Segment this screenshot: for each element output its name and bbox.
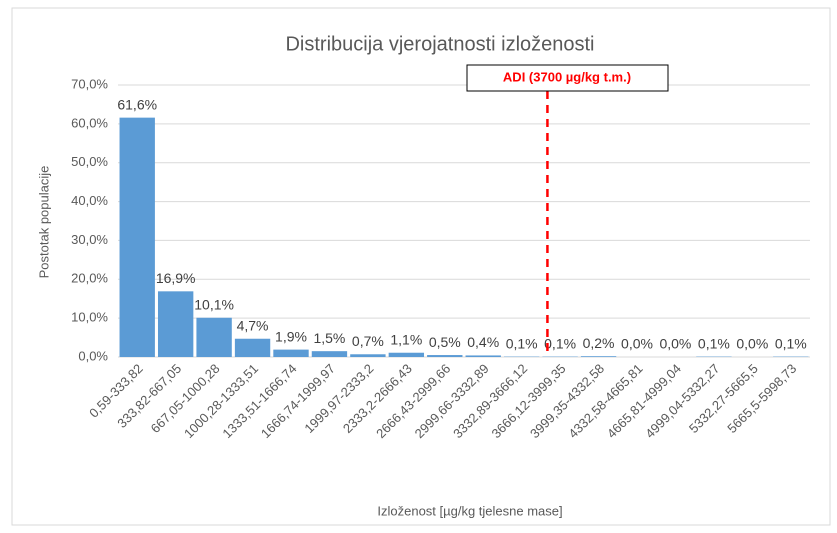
y-axis-title: Postotak populacije xyxy=(36,166,51,279)
x-tick-label: 5665,5-5998,73 xyxy=(724,361,799,436)
y-tick-label: 60,0% xyxy=(71,115,108,130)
value-label: 0,0% xyxy=(621,336,653,352)
y-tick-label: 10,0% xyxy=(71,310,108,325)
value-label: 0,1% xyxy=(506,335,538,351)
x-tick-label: 667,05-1000,28 xyxy=(148,361,223,436)
y-tick-label: 30,0% xyxy=(71,232,108,247)
bar xyxy=(580,356,617,357)
bar xyxy=(427,355,463,357)
y-tick-label: 0,0% xyxy=(78,348,108,363)
value-label: 0,0% xyxy=(736,336,768,352)
value-label: 0,1% xyxy=(544,335,576,351)
bar xyxy=(234,338,271,357)
y-tick-label: 40,0% xyxy=(71,193,108,208)
value-label: 0,5% xyxy=(429,334,461,350)
x-axis-title: Izloženost [µg/kg tjelesne mase] xyxy=(377,503,562,518)
value-label: 4,7% xyxy=(237,317,269,333)
value-label: 0,1% xyxy=(698,335,730,351)
value-label: 61,6% xyxy=(117,96,157,112)
value-label: 1,9% xyxy=(275,328,307,344)
bar xyxy=(350,354,386,357)
value-label: 0,2% xyxy=(583,335,615,351)
x-tick-label: 1999,97-2333,2 xyxy=(301,361,376,436)
bar xyxy=(311,351,348,357)
bar xyxy=(119,117,155,357)
bar xyxy=(388,352,425,357)
bar xyxy=(273,349,309,357)
value-label: 0,0% xyxy=(659,336,691,352)
value-label: 0,4% xyxy=(467,334,499,350)
chart-title: Distribucija vjerojatnosti izloženosti xyxy=(285,33,594,55)
x-tick-label: 5332,27-5665,5 xyxy=(686,361,761,436)
bar xyxy=(465,355,501,357)
bar xyxy=(157,291,194,357)
value-label: 1,1% xyxy=(390,331,422,347)
y-tick-label: 50,0% xyxy=(71,154,108,169)
value-label: 10,1% xyxy=(194,296,234,312)
value-label: 0,1% xyxy=(775,335,807,351)
value-label: 1,5% xyxy=(313,330,345,346)
value-label: 0,7% xyxy=(352,333,384,349)
annotation: ADI (3700 µg/kg t.m.) xyxy=(503,69,631,84)
x-tick-label: 2333,2-2666,43 xyxy=(340,361,415,436)
annotation-box xyxy=(466,64,669,92)
bar xyxy=(196,317,232,357)
y-tick-label: 20,0% xyxy=(71,271,108,286)
y-tick-label: 70,0% xyxy=(71,76,108,91)
chart-frame xyxy=(11,7,831,526)
value-label: 16,9% xyxy=(156,270,196,286)
